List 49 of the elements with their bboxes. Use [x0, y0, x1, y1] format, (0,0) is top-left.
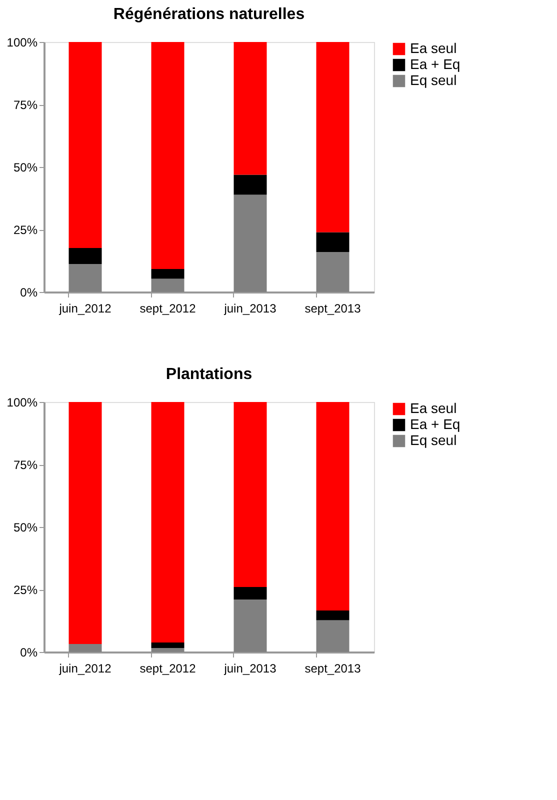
- bar: [234, 174, 267, 195]
- bar: [68, 264, 102, 292]
- legend-label: Eq seul: [410, 72, 457, 88]
- bar: [234, 42, 267, 175]
- x-tick-label: sept_2012: [140, 302, 196, 316]
- y-tick-label: 50%: [13, 520, 38, 534]
- bar: [151, 648, 184, 652]
- bar: [151, 642, 184, 648]
- bar: [68, 42, 102, 248]
- x-tick-label: juin_2013: [223, 302, 277, 316]
- bar: [68, 402, 102, 644]
- bar: [68, 248, 102, 264]
- bar: [151, 278, 184, 292]
- x-tick-label: sept_2013: [304, 302, 362, 316]
- y-tick-label: 75%: [13, 98, 38, 112]
- x-tick-label: juin_2012: [58, 302, 112, 316]
- legend-label: Ea seul: [410, 400, 457, 416]
- y-tick-label: 0%: [20, 646, 38, 660]
- y-tick-label: 25%: [13, 223, 38, 237]
- x-tick-label: sept_2012: [140, 662, 196, 676]
- bar: [316, 402, 350, 610]
- bar: [234, 587, 267, 600]
- y-tick-label: 100%: [6, 396, 38, 410]
- chart-title: Régénérations naturelles: [113, 6, 305, 23]
- x-tick-label: juin_2013: [223, 662, 277, 676]
- bar: [68, 644, 102, 652]
- bar: [151, 42, 184, 269]
- bar: [234, 194, 267, 292]
- bar: [151, 269, 184, 279]
- bar: [316, 42, 350, 232]
- y-tick-label: 100%: [6, 36, 38, 50]
- x-tick-label: sept_2013: [304, 662, 362, 676]
- x-tick-label: juin_2012: [58, 662, 112, 676]
- legend-label: Ea seul: [410, 40, 457, 56]
- legend-label: Ea + Eq: [410, 416, 460, 432]
- legend-label: Eq seul: [410, 432, 457, 448]
- bar: [234, 402, 267, 587]
- y-tick-label: 75%: [13, 458, 38, 472]
- bar: [316, 620, 350, 652]
- y-tick-label: 25%: [13, 583, 38, 597]
- bar: [151, 402, 184, 642]
- bar: [234, 600, 267, 652]
- y-tick-label: 50%: [13, 160, 38, 174]
- bar: [316, 610, 350, 620]
- legend-label: Ea + Eq: [410, 56, 460, 72]
- bar: [316, 232, 350, 252]
- y-tick-label: 0%: [20, 286, 38, 300]
- chart-title: Plantations: [166, 366, 252, 383]
- bar: [316, 252, 350, 292]
